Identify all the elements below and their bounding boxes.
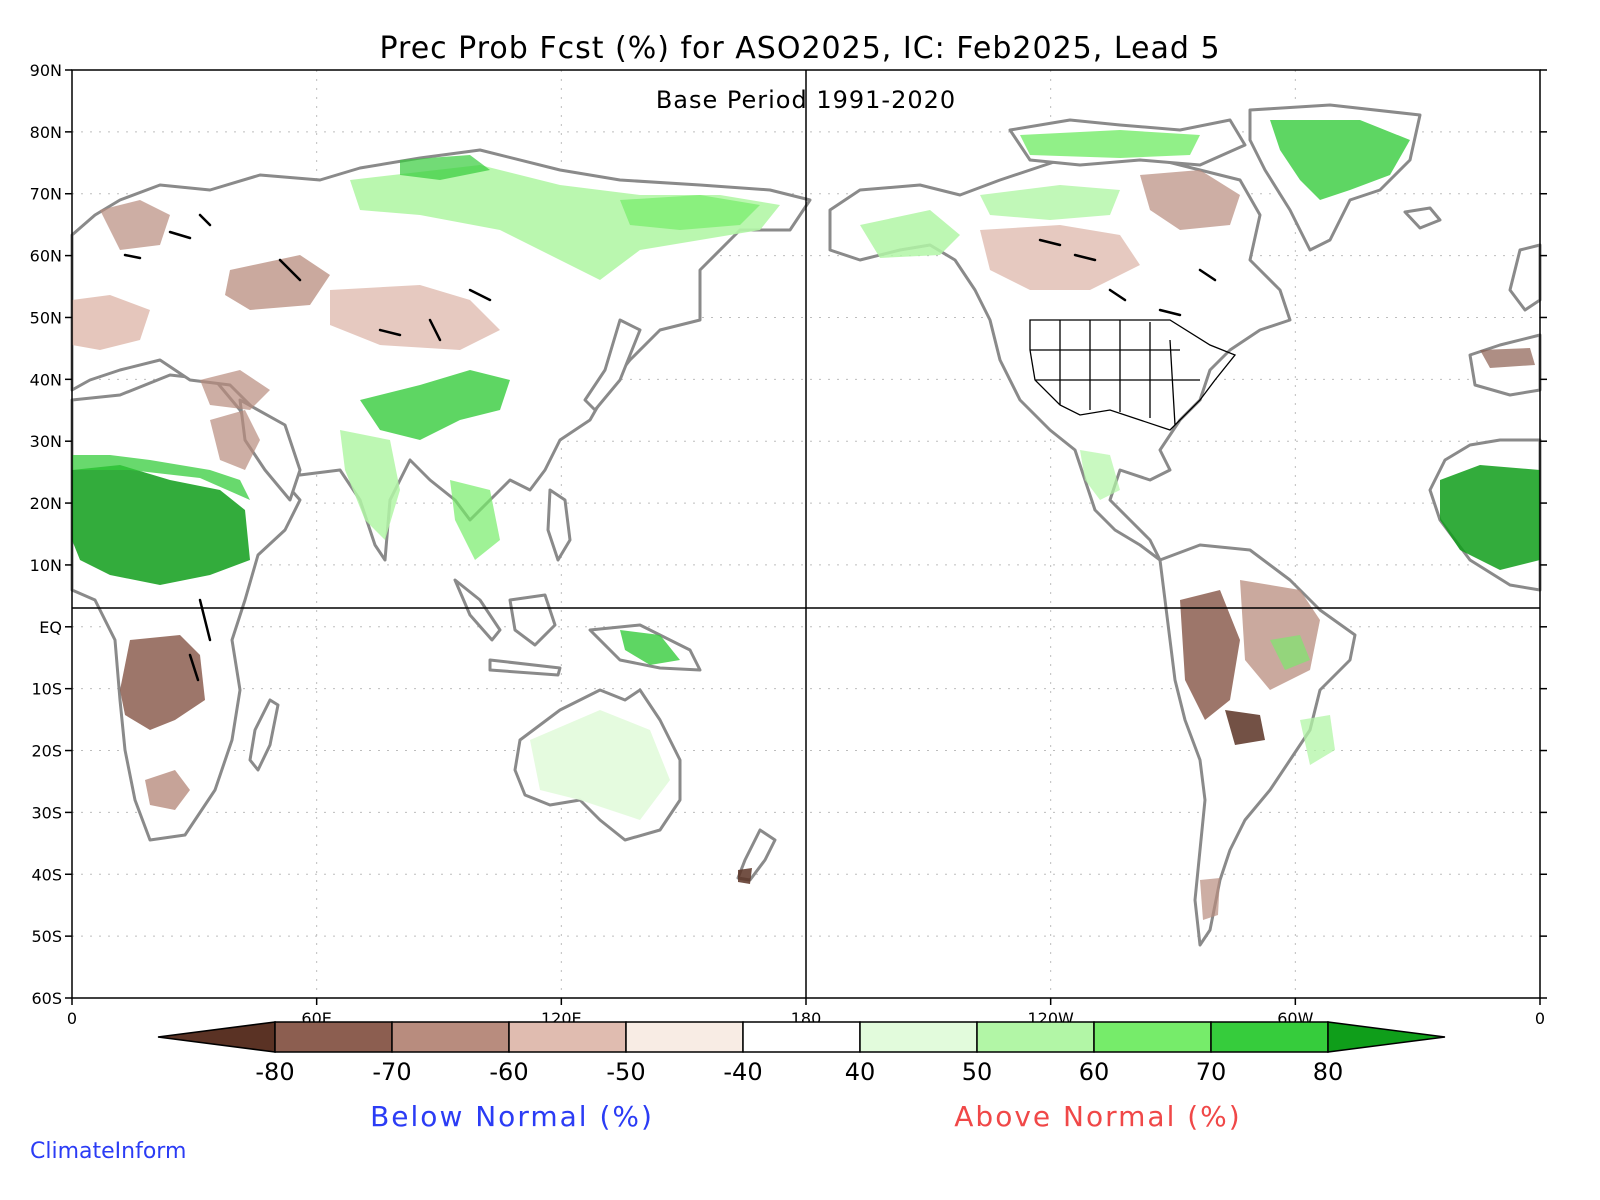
lat-tick-label: EQ xyxy=(39,618,62,637)
southern-africa-below-normal xyxy=(120,635,205,730)
india-above-normal xyxy=(340,430,400,540)
above-normal-label: Above Normal (%) xyxy=(954,1100,1241,1133)
colorbar-arrow-above xyxy=(1327,1021,1446,1053)
lat-tick-label: 60S xyxy=(31,989,62,1008)
colorbar-box xyxy=(391,1021,510,1053)
east-siberia-above-normal xyxy=(620,195,760,230)
latitude-axis: 90N 80N 70N 60N 50N 40N 30N 20N 10N EQ 10S 20S 30S 40… xyxy=(30,61,1547,1008)
colorbar-box xyxy=(976,1021,1095,1053)
colorbar-arrow-below xyxy=(157,1021,276,1053)
lon-tick-label: 0 xyxy=(67,1009,77,1028)
lat-tick-label: 30S xyxy=(31,803,62,822)
lat-tick-label: 40N xyxy=(30,370,62,389)
alaska-above-normal xyxy=(860,210,960,258)
scandinavia-below-normal xyxy=(100,200,170,250)
map-panel: Base Period 1991-2020 xyxy=(70,69,1542,999)
new-guinea-above-normal xyxy=(620,630,680,665)
colorbar-tick-label: 40 xyxy=(845,1058,876,1086)
nz-below-normal xyxy=(738,868,752,884)
colorbar-tick-label: 80 xyxy=(1313,1058,1344,1086)
labrador-below-normal xyxy=(1140,170,1240,230)
colorbar-tick-label: -50 xyxy=(606,1058,645,1086)
lat-tick-label: 10N xyxy=(30,556,62,575)
siberia-above-normal-core xyxy=(400,155,490,180)
lakes xyxy=(123,213,1217,682)
lon-tick-label: 0 xyxy=(1535,1009,1545,1028)
lat-tick-label: 40S xyxy=(31,865,62,884)
colorbar-box xyxy=(1093,1021,1212,1053)
greenland-above-normal xyxy=(1270,120,1410,200)
sahel-above-normal xyxy=(72,465,250,585)
lat-tick-label: 50N xyxy=(30,308,62,327)
philippines-land xyxy=(546,488,572,562)
brazil-above-normal xyxy=(1270,635,1310,670)
lat-tick-label: 70N xyxy=(30,185,62,204)
java-land xyxy=(488,658,562,677)
colorbar-box xyxy=(625,1021,744,1053)
lat-tick-label: 80N xyxy=(30,123,62,142)
lat-tick-label: 10S xyxy=(31,680,62,699)
colorbar-tick-label: 70 xyxy=(1196,1058,1227,1086)
indochina-above-normal xyxy=(450,480,500,560)
bolivia-below-normal xyxy=(1225,710,1265,745)
siberia-above-normal xyxy=(350,165,780,280)
lakes-canada xyxy=(1038,238,1217,317)
us-interior-borders xyxy=(1030,320,1200,426)
colorbar-box xyxy=(1210,1021,1329,1053)
arctic-islands-above-normal xyxy=(1020,130,1200,158)
sumatra-land xyxy=(453,578,502,642)
iberia-below-normal xyxy=(1480,348,1535,368)
australia-above-normal xyxy=(530,710,670,820)
colorbar-tick-label: -40 xyxy=(723,1058,762,1086)
colorbar-tick-label: -60 xyxy=(489,1058,528,1086)
middle-east-below-normal xyxy=(200,370,270,410)
lakes-asia xyxy=(278,258,492,342)
sahel-above-normal-edge xyxy=(72,455,250,500)
colorbar-tick-label: -70 xyxy=(372,1058,411,1086)
lat-tick-label: 20N xyxy=(30,494,62,513)
colorbar xyxy=(157,1021,1446,1053)
below-normal-label: Below Normal (%) xyxy=(370,1100,654,1133)
lat-tick-label: 90N xyxy=(30,61,62,80)
colorbar-tick-label: -80 xyxy=(255,1058,294,1086)
mexico-above-normal xyxy=(1080,450,1120,500)
canada-above-normal xyxy=(980,185,1120,220)
colorbar-tick-label: 60 xyxy=(1079,1058,1110,1086)
colorbar-tick-label: 50 xyxy=(962,1058,993,1086)
iceland-land xyxy=(1403,206,1442,230)
southern-africa-below-normal-2 xyxy=(145,770,190,810)
madagascar-land xyxy=(248,698,280,772)
lakes-africa xyxy=(188,598,212,682)
colorbar-box xyxy=(859,1021,978,1053)
lat-tick-label: 50S xyxy=(31,927,62,946)
lakes-scandinavia xyxy=(123,213,212,260)
map-title: Prec Prob Fcst (%) for ASO2025, IC: Feb2… xyxy=(379,31,1220,66)
japan-land xyxy=(583,318,642,412)
patagonia-below-normal xyxy=(1200,878,1220,920)
china-above-normal xyxy=(360,370,510,440)
forecast-shading xyxy=(72,120,1540,920)
lat-tick-label: 60N xyxy=(30,247,62,266)
colorbar-box xyxy=(508,1021,627,1053)
russia-below-normal xyxy=(225,255,330,310)
colorbar-box xyxy=(742,1021,861,1053)
andes-below-normal xyxy=(1180,590,1240,720)
canada-below-normal xyxy=(980,225,1140,290)
central-asia-below-normal xyxy=(330,285,500,350)
west-africa-above-normal xyxy=(1440,465,1540,570)
lat-tick-label: 30N xyxy=(30,432,62,451)
europe-below-normal xyxy=(72,295,150,350)
credit-label: ClimateInform xyxy=(30,1139,186,1164)
southern-brazil-above-normal xyxy=(1300,715,1335,765)
us-state-borders xyxy=(1029,319,1237,431)
us-outline xyxy=(1029,319,1237,431)
british-isles-edge-land xyxy=(1508,243,1542,312)
east-africa-below-normal xyxy=(210,410,260,470)
colorbar-box xyxy=(274,1021,393,1053)
base-period-label: Base Period 1991-2020 xyxy=(656,86,956,114)
lat-tick-label: 20S xyxy=(31,742,62,761)
colorbar-tick-labels: -80 -70 -60 -50 -40 40 50 60 70 80 xyxy=(255,1058,1343,1086)
